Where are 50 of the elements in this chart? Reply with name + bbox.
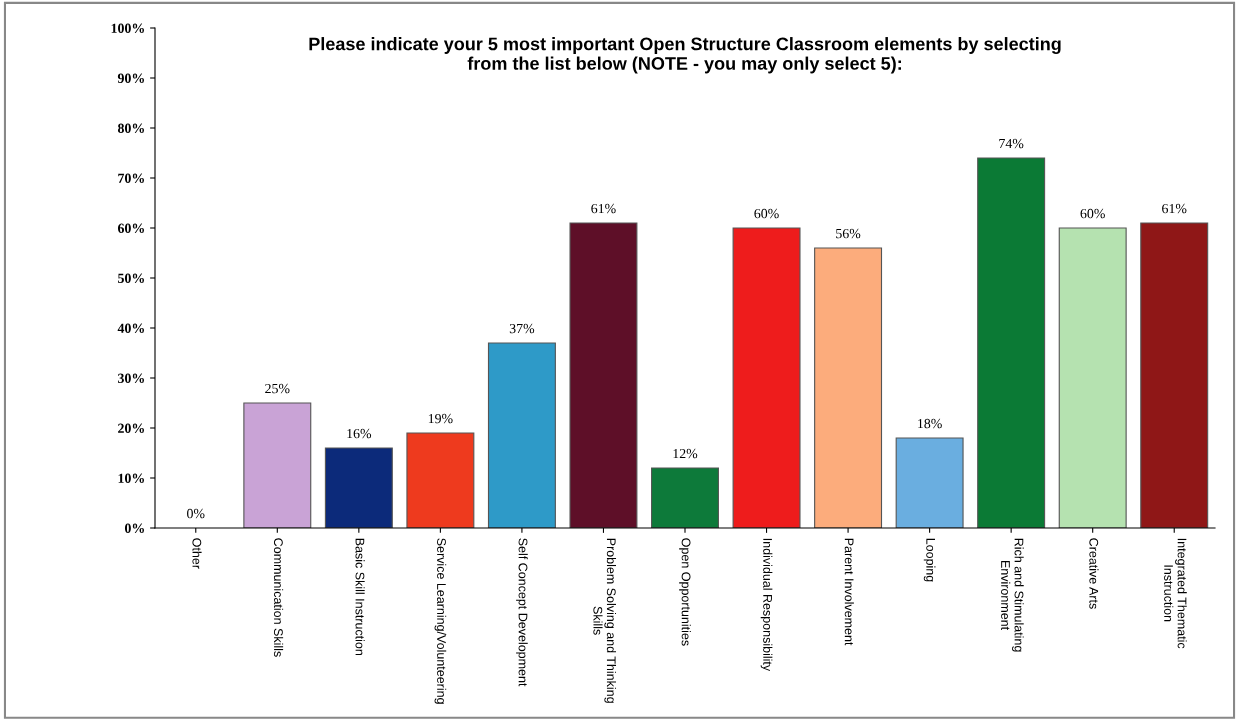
text: Please indicate your 5 most important Open Structure Classroom elements by selecting from the list below (NOTE - you may only select 5): <box>309 37 1061 74</box>
data-label: 74% <box>999 138 1024 149</box>
x-tick-label: Parent Involvement <box>844 538 854 646</box>
x-tick-label: Open Opportunities <box>679 538 691 646</box>
data-label: 25% <box>265 383 290 394</box>
bar <box>1058 227 1127 528</box>
x-tick-label: Rich and Stimulating Environment <box>1001 538 1024 652</box>
x-tick-label: Creative Arts <box>1089 538 1099 609</box>
y-tick-label: 40% <box>117 323 144 333</box>
data-label: 16% <box>347 428 372 439</box>
y-tick-label: 0% <box>124 523 144 533</box>
bar <box>406 432 475 528</box>
x-tick-label: Looping <box>923 538 936 582</box>
data-label: 61% <box>591 203 616 214</box>
data-label: 19% <box>428 413 453 424</box>
bar <box>487 342 556 528</box>
data-label: 60% <box>754 208 779 219</box>
data-label: 56% <box>836 228 861 239</box>
y-tick-label: 100% <box>111 23 144 33</box>
bar <box>895 437 964 528</box>
y-tick-label: 50% <box>118 273 144 283</box>
data-label: 37% <box>509 323 535 334</box>
bar <box>732 227 801 528</box>
data-label: 60% <box>1080 208 1105 219</box>
bar <box>1140 222 1209 528</box>
y-tick-label: 30% <box>118 373 144 383</box>
bar <box>569 222 638 528</box>
bar <box>243 402 312 528</box>
data-label: 18% <box>918 418 942 429</box>
x-tick-label: Basic Skill Instruction <box>355 538 365 656</box>
data-label: 0% <box>187 508 205 519</box>
bar <box>651 467 719 528</box>
bar <box>814 247 883 528</box>
x-tick-label: Problem Solving and Thinking Skills <box>593 538 617 703</box>
x-tick-label: Integrated Thematic Instruction <box>1164 538 1187 649</box>
y-tick-label: 70% <box>118 173 144 183</box>
bar <box>977 157 1046 528</box>
x-tick-label: Other <box>192 538 202 569</box>
data-label: 61% <box>1162 203 1187 214</box>
x-tick-label: Self Concept Development <box>516 538 528 687</box>
x-tick-label: Service Learning/Volunteering <box>434 538 447 704</box>
y-tick-label: 60% <box>117 223 144 233</box>
y-tick-label: 80% <box>117 123 144 133</box>
x-tick-label: Individual Responsibility <box>760 538 773 672</box>
y-tick-label: 10% <box>118 473 144 483</box>
y-tick-label: 90% <box>117 73 144 83</box>
y-tick-label: 20% <box>118 423 144 433</box>
bar <box>324 447 393 528</box>
x-tick-label: Communication Skills <box>273 538 284 657</box>
data-label: 12% <box>673 448 698 459</box>
